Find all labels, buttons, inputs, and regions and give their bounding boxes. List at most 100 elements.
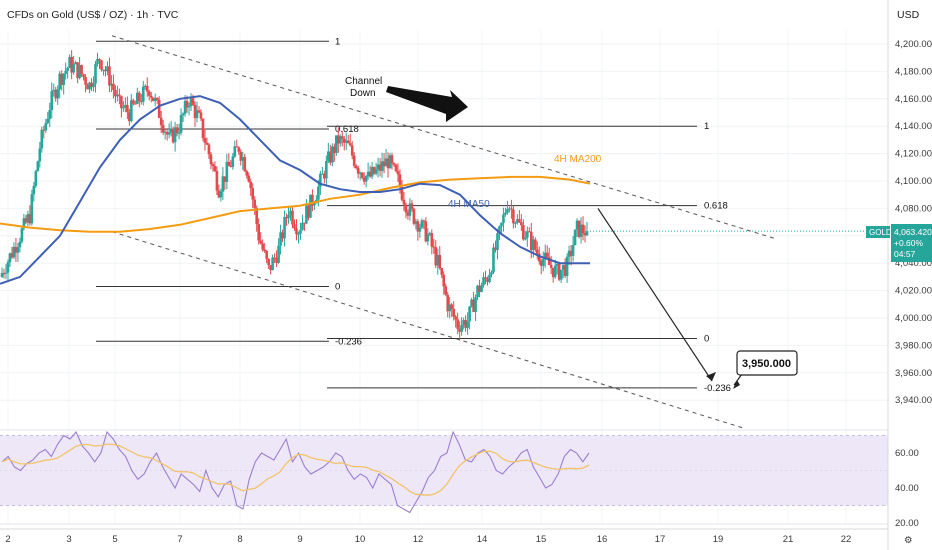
candle bbox=[502, 207, 505, 232]
time-axis-tick: 3 bbox=[66, 534, 71, 545]
price-axis-tick: 4,080.000 bbox=[895, 203, 932, 214]
candle-body bbox=[22, 218, 26, 229]
candle bbox=[195, 101, 199, 123]
candle-body bbox=[295, 228, 298, 235]
rsi-line bbox=[1, 430, 590, 514]
price-axis-tick: 3,960.000 bbox=[895, 368, 932, 379]
candle bbox=[283, 210, 286, 247]
candle-body bbox=[400, 187, 404, 200]
candle-body bbox=[54, 89, 58, 99]
candle-body bbox=[563, 264, 567, 276]
candle-body bbox=[96, 59, 99, 65]
candle-body bbox=[430, 233, 434, 247]
candle bbox=[132, 98, 135, 106]
candle-body bbox=[16, 247, 20, 253]
price-axis-tick: 4,180.000 bbox=[895, 66, 932, 77]
channel-upper-line bbox=[111, 35, 776, 240]
candle-body bbox=[567, 250, 571, 257]
candle bbox=[78, 56, 81, 80]
candle bbox=[32, 182, 36, 202]
candle bbox=[62, 73, 65, 95]
candle bbox=[559, 269, 563, 283]
candle bbox=[42, 125, 46, 139]
candle bbox=[567, 245, 571, 265]
candle-body bbox=[191, 98, 195, 105]
candle bbox=[120, 95, 123, 118]
candle-body bbox=[472, 299, 475, 312]
candle bbox=[163, 129, 167, 140]
candle bbox=[149, 91, 153, 103]
candle-body bbox=[263, 249, 266, 251]
candle-body bbox=[139, 100, 143, 102]
candle-body bbox=[118, 94, 121, 97]
candle-body bbox=[424, 221, 428, 242]
candle-body bbox=[70, 56, 73, 73]
candle bbox=[494, 240, 497, 253]
candle bbox=[585, 221, 589, 237]
candle bbox=[516, 214, 519, 225]
candle bbox=[432, 238, 436, 254]
candle bbox=[323, 170, 326, 184]
moving-averages bbox=[0, 95, 888, 285]
candle bbox=[386, 152, 390, 178]
candle-body bbox=[398, 174, 402, 188]
time-axis-tick: 2 bbox=[5, 534, 10, 545]
candle-body bbox=[518, 219, 521, 223]
candle-body bbox=[80, 65, 83, 75]
target-callout[interactable]: 3,950.000 bbox=[736, 350, 798, 376]
candle-body bbox=[84, 77, 87, 85]
candle bbox=[376, 157, 380, 178]
candle bbox=[372, 166, 376, 175]
candle bbox=[237, 146, 241, 155]
candle-body bbox=[265, 250, 268, 259]
candle-body bbox=[372, 167, 376, 174]
candle bbox=[219, 188, 223, 202]
candle bbox=[524, 231, 527, 241]
candle bbox=[506, 200, 509, 215]
candle bbox=[60, 70, 63, 91]
candle-body bbox=[529, 231, 533, 251]
candle-body bbox=[541, 259, 545, 266]
rsi-lines bbox=[1, 430, 590, 514]
channel-down-arrow-icon bbox=[386, 86, 468, 122]
candle-body bbox=[64, 70, 67, 74]
candle bbox=[36, 160, 40, 172]
candle-body bbox=[52, 89, 56, 92]
candle bbox=[539, 258, 543, 275]
candle bbox=[440, 267, 444, 279]
candle-body bbox=[136, 92, 139, 104]
candle-body bbox=[392, 163, 396, 165]
settings-gear-icon[interactable]: ⚙ bbox=[904, 535, 913, 546]
candle-body bbox=[448, 304, 452, 312]
candle-body bbox=[137, 92, 141, 101]
candle-body bbox=[143, 85, 147, 87]
candle-body bbox=[44, 123, 48, 131]
candle bbox=[396, 163, 400, 183]
candle-body bbox=[235, 146, 239, 148]
candle bbox=[418, 223, 422, 238]
candle bbox=[350, 141, 354, 160]
candle-body bbox=[291, 210, 294, 225]
candle bbox=[213, 161, 217, 172]
candle-body bbox=[193, 104, 197, 119]
candle-body bbox=[197, 110, 201, 113]
candle bbox=[94, 60, 97, 93]
candle-body bbox=[60, 73, 63, 85]
candle-body bbox=[569, 250, 573, 256]
candle bbox=[364, 175, 368, 188]
candle-body bbox=[402, 199, 406, 205]
candle-body bbox=[526, 231, 529, 238]
candle-body bbox=[516, 219, 519, 223]
candle-body bbox=[6, 262, 10, 273]
candle-body bbox=[450, 304, 454, 309]
fib-label-second: 0 bbox=[704, 334, 709, 345]
candle bbox=[338, 134, 342, 147]
candle-body bbox=[245, 171, 249, 176]
candle-body bbox=[585, 231, 589, 236]
candle bbox=[428, 231, 432, 237]
candle bbox=[161, 119, 165, 136]
candle-body bbox=[412, 208, 416, 224]
candle-body bbox=[323, 173, 326, 179]
candle bbox=[189, 93, 193, 112]
